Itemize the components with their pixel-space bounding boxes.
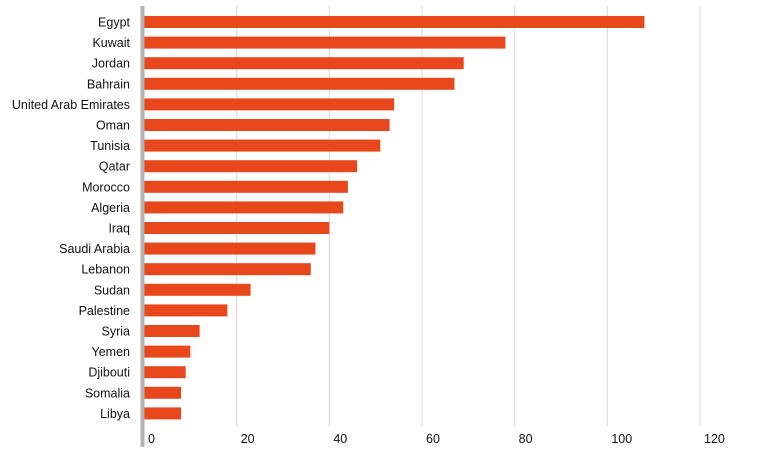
bar-kuwait <box>144 36 506 49</box>
bar-tunisia <box>144 139 381 152</box>
category-label-yemen: Yemen <box>92 345 131 359</box>
bar-djibouti <box>144 366 186 379</box>
category-label-morocco: Morocco <box>82 180 130 194</box>
category-label-palestine: Palestine <box>79 304 130 318</box>
x-tick-label-60: 60 <box>426 432 440 446</box>
category-label-sudan: Sudan <box>94 283 130 297</box>
x-tick-label-80: 80 <box>519 432 533 446</box>
category-label-syria: Syria <box>102 325 131 339</box>
bar-algeria <box>144 201 344 214</box>
category-label-egypt: Egypt <box>98 16 130 30</box>
category-label-libya: Libya <box>100 407 130 421</box>
bar-jordan <box>144 57 464 70</box>
x-tick-label-120: 120 <box>704 432 725 446</box>
bar-sudan <box>144 283 251 296</box>
bar-egypt <box>144 16 645 28</box>
category-label-kuwait: Kuwait <box>92 36 130 50</box>
category-label-saudi-arabia: Saudi Arabia <box>59 242 130 256</box>
bar-syria <box>144 325 200 337</box>
bar-somalia <box>144 386 182 399</box>
category-label-united-arab-emirates: United Arab Emirates <box>12 98 130 112</box>
bars <box>144 16 645 420</box>
category-label-somalia: Somalia <box>85 386 130 400</box>
category-label-lebanon: Lebanon <box>81 263 130 277</box>
x-tick-label-40: 40 <box>333 432 347 446</box>
category-label-oman: Oman <box>96 119 130 133</box>
category-label-bahrain: Bahrain <box>87 77 130 91</box>
category-label-algeria: Algeria <box>91 201 130 215</box>
bar-saudi-arabia <box>144 242 316 255</box>
bar-morocco <box>144 180 348 193</box>
category-label-jordan: Jordan <box>92 57 130 71</box>
x-tick-label-0: 0 <box>148 432 155 446</box>
category-labels: Egypt Kuwait Jordan Bahrain United Arab Emir… <box>12 16 131 421</box>
x-tick-label-20: 20 <box>241 432 255 446</box>
bar-qatar <box>144 160 358 173</box>
bar-palestine <box>144 304 228 317</box>
x-tick-labels: 0 20 40 60 80 100 120 <box>148 432 725 446</box>
category-label-qatar: Qatar <box>99 160 130 174</box>
category-label-tunisia: Tunisia <box>90 139 130 153</box>
gridlines <box>236 6 701 426</box>
bar-lebanon <box>144 263 311 276</box>
bar-united-arab-emirates <box>144 98 395 111</box>
bar-oman <box>144 119 390 131</box>
bar-yemen <box>144 345 191 358</box>
bar-libya <box>144 407 182 420</box>
bar-iraq <box>144 222 330 234</box>
bar-bahrain <box>144 77 455 90</box>
category-label-djibouti: Djibouti <box>88 366 130 380</box>
x-tick-label-100: 100 <box>611 432 632 446</box>
category-label-iraq: Iraq <box>108 222 130 236</box>
